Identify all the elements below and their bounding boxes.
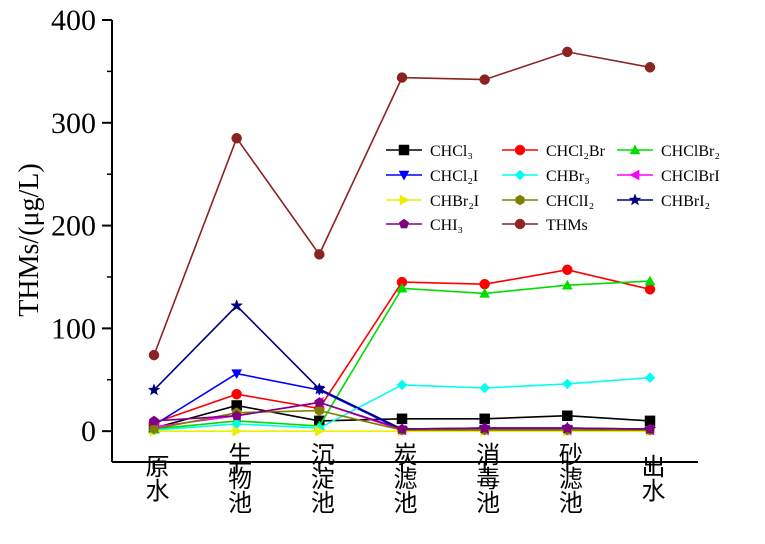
legend-marker <box>514 218 526 230</box>
data-point <box>644 275 656 286</box>
x-category-label: 生物池 <box>224 442 252 514</box>
data-point <box>562 264 573 276</box>
legend-label: CHClBrI <box>661 168 720 185</box>
y-tick-label: 400 <box>51 4 96 37</box>
legend-label: THMs <box>546 217 588 234</box>
data-point <box>231 388 242 400</box>
legend-item: CHClI₂ <box>502 193 594 210</box>
data-point <box>231 410 242 421</box>
legend-marker <box>628 193 642 206</box>
legend-marker <box>399 194 410 206</box>
y-axis-title: THMs/(μg/L) <box>14 163 45 316</box>
x-category-label: 砂滤池 <box>554 442 582 514</box>
x-category-label: 原水 <box>141 454 169 502</box>
legend-marker <box>515 194 525 206</box>
data-point <box>230 299 244 312</box>
legend-label: CHBrI₂ <box>661 193 710 210</box>
data-point <box>148 415 160 426</box>
legend-item: CHI₃ <box>386 217 463 234</box>
data-point <box>479 74 490 85</box>
legend-marker <box>514 144 526 156</box>
legend-item: CHBr₂I <box>386 193 479 210</box>
x-category-label: 沉淀池 <box>306 442 334 514</box>
data-point <box>644 372 656 384</box>
legend-marker <box>514 169 526 181</box>
legend-label: CHI₃ <box>430 217 463 234</box>
data-point <box>315 425 325 437</box>
y-tick-label: 300 <box>51 107 96 140</box>
legend-item: CHClBrI <box>617 168 720 185</box>
data-point <box>396 423 408 434</box>
data-point <box>231 132 242 144</box>
data-point <box>231 369 243 380</box>
series-layer <box>147 46 657 437</box>
legend-marker <box>398 218 410 229</box>
legend-item: CHBrI₂ <box>617 193 710 210</box>
plot-frame <box>111 20 698 463</box>
series-10 <box>148 46 656 361</box>
data-point <box>562 46 573 58</box>
legend-item: CHClBr₂ <box>617 143 720 160</box>
series-2 <box>148 275 656 434</box>
x-category-label: 消毒池 <box>472 442 500 514</box>
series-line <box>153 268 651 424</box>
legend-label: CHCl₂I <box>430 168 478 185</box>
series-line <box>153 304 651 430</box>
data-point <box>562 410 573 421</box>
x-axis-ticks: 原水 生物池 沉淀池 炭滤池 消毒池 砂滤池 出水 <box>141 442 665 514</box>
data-point <box>396 282 408 293</box>
y-tick-label: 0 <box>81 415 96 448</box>
data-point <box>314 397 325 407</box>
data-point <box>148 349 160 361</box>
y-tick-label: 100 <box>51 312 96 345</box>
data-point <box>562 422 573 433</box>
series-line <box>153 280 651 430</box>
x-category-label: 炭滤池 <box>389 442 417 514</box>
data-point <box>561 378 573 390</box>
data-point <box>644 423 656 434</box>
legend-item: THMs <box>502 217 588 234</box>
data-point <box>479 278 490 290</box>
data-point <box>147 383 161 396</box>
legend-label: CHClBr₂ <box>661 143 720 160</box>
data-point <box>149 423 159 435</box>
legend-label: CHCl₃ <box>430 143 473 160</box>
data-point <box>396 72 408 83</box>
series-0 <box>148 400 656 434</box>
data-point <box>479 287 491 298</box>
data-point <box>232 425 243 437</box>
legend-marker <box>398 144 410 156</box>
y-axis-ticks: 0 100 200 300 400 <box>51 4 112 448</box>
legend-label: CHCl₂Br <box>546 143 606 160</box>
data-point <box>644 62 656 73</box>
data-point <box>312 382 326 395</box>
legend-label: CHBr₃ <box>546 168 590 185</box>
legend-item: CHCl₂I <box>386 168 478 185</box>
series-9 <box>148 397 656 434</box>
legend: CHCl₃ CHCl₂Br CHClBr₂ CHCl₂I CHBr₃ CHClBrI CHB… <box>386 143 720 234</box>
x-category-label: 出水 <box>637 454 665 502</box>
legend-marker <box>629 144 641 155</box>
data-point <box>561 279 573 290</box>
legend-label: CHClI₂ <box>546 193 594 210</box>
data-point <box>314 405 324 416</box>
legend-label: CHBr₂I <box>430 193 479 210</box>
legend-item: CHBr₃ <box>502 168 590 185</box>
legend-marker <box>629 169 640 181</box>
data-point <box>479 382 491 394</box>
data-point <box>314 249 325 260</box>
data-point <box>479 422 490 433</box>
data-point <box>644 284 656 295</box>
legend-marker <box>398 170 410 181</box>
data-point <box>396 413 408 425</box>
legend-item: CHCl₃ <box>386 143 473 160</box>
legend-item: CHCl₂Br <box>502 143 606 160</box>
data-point <box>396 379 408 391</box>
y-tick-label: 200 <box>51 210 96 243</box>
